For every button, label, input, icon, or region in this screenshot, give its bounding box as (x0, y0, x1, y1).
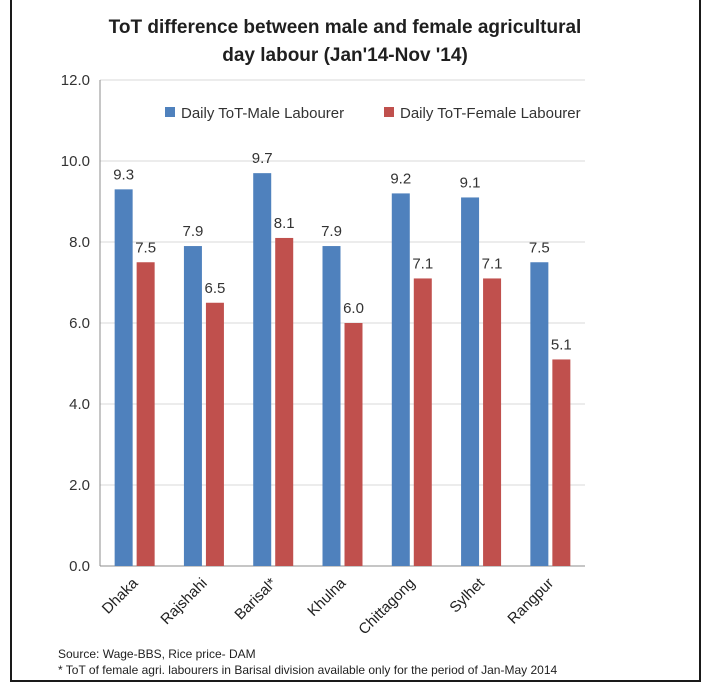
legend-swatch-male (165, 107, 175, 117)
bar-male (322, 246, 341, 567)
bar-male (253, 173, 272, 566)
legend-label-male: Daily ToT-Male Labourer (181, 105, 344, 122)
data-label: 9.2 (390, 170, 411, 187)
x-category-label: Barisal* (231, 575, 280, 624)
bar-female (344, 323, 363, 566)
data-label: 7.5 (529, 239, 550, 256)
data-label: 7.9 (321, 223, 342, 240)
x-category-label: Dhaka (99, 574, 142, 617)
x-category-label: Rangpur (504, 575, 557, 628)
chart-notes: Source: Wage-BBS, Rice price- DAM * ToT … (58, 646, 698, 678)
y-tick-label: 0.0 (69, 558, 90, 575)
data-label: 9.1 (460, 174, 481, 191)
bar-female (483, 278, 502, 566)
bar-female (205, 302, 224, 566)
y-tick-label: 6.0 (69, 315, 90, 332)
chart-title-line-2: day labour (Jan'14-Nov '14) (222, 45, 468, 66)
data-label: 6.5 (204, 280, 225, 297)
chart-frame (10, 0, 701, 682)
legend-label-female: Daily ToT-Female Labourer (400, 105, 581, 122)
data-label: 9.3 (113, 166, 134, 183)
data-label: 7.1 (412, 255, 433, 272)
data-label: 5.1 (551, 336, 572, 353)
bar-male (530, 262, 549, 566)
legend-swatch-female (384, 107, 394, 117)
bar-female (275, 237, 294, 566)
data-label: 7.5 (135, 239, 156, 256)
data-label: 7.1 (482, 255, 503, 272)
bar-male (391, 193, 410, 566)
bar-female (552, 359, 571, 566)
data-label: 9.7 (252, 150, 273, 167)
x-category-label: Sylhet (446, 574, 488, 616)
data-label: 6.0 (343, 300, 364, 317)
data-label: 8.1 (274, 215, 295, 232)
chart-title-line-1: ToT difference between male and female a… (108, 17, 582, 38)
x-category-label: Khulna (304, 574, 350, 620)
x-category-label: Rajshahi (157, 575, 210, 628)
x-category-label: Chittagong (355, 575, 418, 638)
chart-title: ToT difference between male and female a… (10, 14, 680, 70)
y-tick-label: 10.0 (61, 153, 90, 170)
footnote: * ToT of female agri. labourers in Baris… (58, 663, 558, 677)
y-tick-label: 2.0 (69, 477, 90, 494)
source-note: Source: Wage-BBS, Rice price- DAM (58, 647, 256, 661)
y-tick-label: 12.0 (61, 72, 90, 89)
data-label: 7.9 (182, 223, 203, 240)
bar-male (461, 197, 480, 566)
bar-female (413, 278, 432, 566)
bar-male (183, 246, 202, 567)
y-tick-label: 4.0 (69, 396, 90, 413)
bar-male (114, 189, 133, 566)
bar-female (136, 262, 155, 566)
y-tick-label: 8.0 (69, 234, 90, 251)
